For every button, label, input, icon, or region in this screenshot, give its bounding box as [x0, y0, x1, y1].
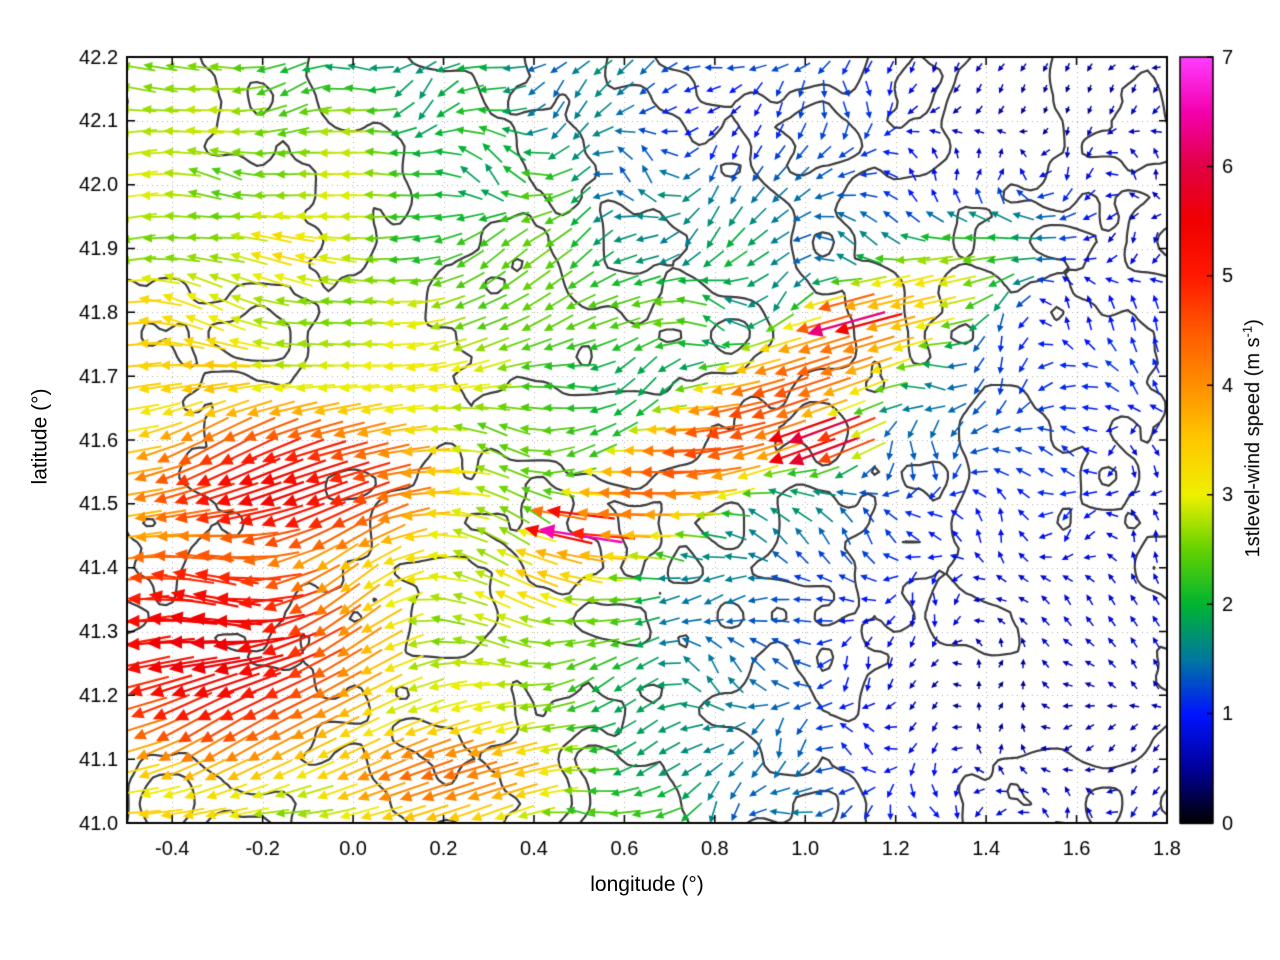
x-axis-label-text: longitude (°): [590, 873, 704, 896]
y-axis-label-text: latitude (°): [28, 388, 52, 485]
colorbar-label: 1stlevel-wind speed (m s-1): [1239, 288, 1265, 588]
x-axis-label: longitude (°): [127, 874, 1167, 895]
colorbar-label-suffix: ): [1242, 319, 1265, 326]
colorbar-label-superscript: -1: [1239, 325, 1255, 338]
colorbar-label-prefix: 1stlevel-wind speed (m s: [1242, 337, 1265, 558]
y-axis-label: latitude (°): [28, 325, 52, 549]
